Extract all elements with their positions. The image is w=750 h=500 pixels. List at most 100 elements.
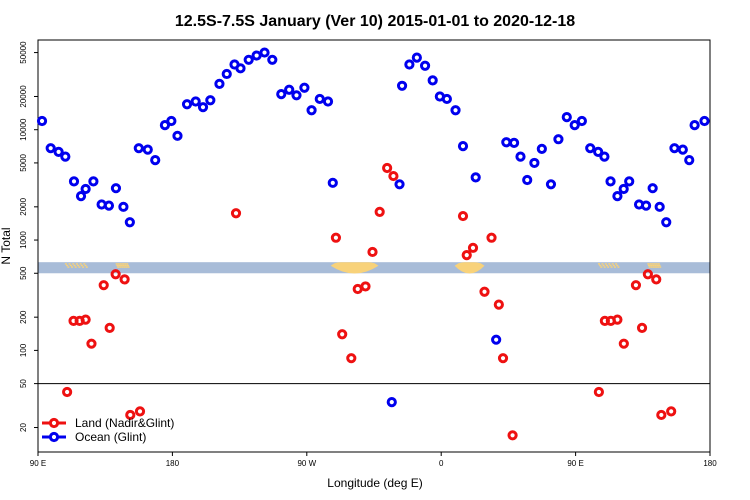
- island-speck: [650, 264, 653, 267]
- island-speck: [119, 263, 122, 265]
- ocean-point: [677, 144, 688, 155]
- ocean-point: [404, 59, 415, 70]
- island-speck: [647, 263, 650, 265]
- island-speck: [607, 266, 610, 268]
- series-land: [62, 162, 677, 441]
- land-point: [651, 274, 662, 285]
- ocean-point: [80, 183, 91, 195]
- plot-frame: [37, 39, 711, 453]
- island-speck: [651, 263, 654, 265]
- land-point: [110, 269, 121, 280]
- island-speck: [658, 264, 661, 267]
- land-point: [479, 286, 490, 297]
- island-speck: [72, 263, 75, 265]
- ocean-point: [142, 144, 153, 155]
- y-tick-label: 100: [19, 343, 28, 357]
- ocean-point: [491, 334, 502, 345]
- island-speck: [77, 264, 80, 267]
- y-tick-label: 500: [19, 266, 28, 280]
- land-point: [374, 206, 385, 217]
- ocean-point: [553, 134, 564, 145]
- land-point: [486, 232, 497, 243]
- land-point: [457, 210, 469, 222]
- island-speck: [652, 266, 655, 268]
- ocean-point: [522, 174, 533, 186]
- ocean-point: [593, 146, 604, 157]
- island-speck: [117, 263, 120, 265]
- y-tick-label: 50000: [19, 41, 28, 64]
- island-speck: [611, 263, 614, 265]
- ocean-point: [36, 115, 48, 127]
- x-axis-label: Longitude (deg E): [327, 476, 422, 490]
- ocean-point: [545, 179, 557, 190]
- ocean-point: [124, 217, 135, 228]
- ocean-point: [689, 120, 700, 131]
- island-speck: [117, 266, 120, 268]
- ocean-point: [599, 151, 610, 162]
- ocean-point: [569, 120, 580, 131]
- island-speck: [601, 263, 604, 265]
- chart-title: 12.5S-7.5S January (Ver 10) 2015-01-01 t…: [175, 13, 575, 30]
- island-speck: [649, 263, 652, 265]
- ocean-point: [457, 141, 469, 152]
- land-point: [337, 329, 348, 340]
- y-tick-label: 10000: [19, 118, 28, 141]
- legend: Land (Nadir&Glint)Ocean (Glint): [42, 416, 174, 444]
- ocean-point: [53, 146, 64, 157]
- island-speck: [613, 266, 616, 268]
- island-speck: [602, 264, 605, 267]
- ocean-point: [88, 176, 99, 187]
- island-speck: [85, 266, 88, 268]
- ocean-point: [441, 93, 452, 105]
- ocean-point: [110, 183, 122, 194]
- ocean-point: [654, 201, 665, 212]
- ocean-point: [243, 54, 254, 65]
- ocean-point: [118, 201, 129, 212]
- ocean-point: [322, 96, 334, 107]
- island-speck: [73, 264, 76, 267]
- land-point: [134, 406, 146, 417]
- land-point: [352, 283, 363, 295]
- island-speck: [657, 266, 660, 268]
- land-point: [360, 281, 371, 292]
- land-point: [62, 386, 73, 398]
- island-speck: [118, 264, 121, 267]
- ocean-point: [166, 115, 177, 127]
- ocean-point: [508, 137, 520, 148]
- island-speck: [126, 263, 129, 265]
- series-ocean: [36, 47, 710, 408]
- land-point: [382, 162, 393, 174]
- x-tick-label: 90 E: [567, 459, 583, 468]
- island-speck: [653, 263, 656, 265]
- island-speck: [121, 263, 124, 265]
- island-speck: [124, 263, 127, 265]
- ocean-point: [259, 47, 270, 58]
- land-point: [119, 274, 130, 285]
- island-speck: [80, 264, 83, 267]
- island-speck: [68, 263, 71, 265]
- land-specks-new-guinea: [115, 263, 130, 268]
- island-speck: [656, 264, 659, 267]
- ocean-point: [314, 93, 325, 105]
- ocean-point: [221, 68, 232, 80]
- island-speck: [659, 266, 662, 268]
- x-tick-label: 180: [703, 459, 717, 468]
- island-speck: [121, 266, 124, 268]
- x-tick-label: 90 W: [297, 459, 316, 468]
- island-speck: [67, 266, 70, 268]
- land-point: [593, 386, 604, 398]
- island-speck: [69, 264, 72, 267]
- ocean-point: [624, 176, 635, 187]
- island-speck: [615, 263, 618, 265]
- y-tick-label: 50: [19, 379, 28, 388]
- land-point: [104, 322, 115, 333]
- land-point: [666, 406, 677, 417]
- y-axis-ticks: 20 50 100 200 500 1000 2000 5000 10000 20000 50000: [19, 41, 38, 432]
- ocean-point: [536, 143, 547, 154]
- ocean-point: [640, 200, 652, 211]
- ocean-point: [190, 96, 201, 107]
- ocean-point: [450, 105, 461, 116]
- ocean-point: [133, 143, 144, 154]
- ocean-point: [427, 75, 438, 86]
- ocean-point: [684, 155, 695, 166]
